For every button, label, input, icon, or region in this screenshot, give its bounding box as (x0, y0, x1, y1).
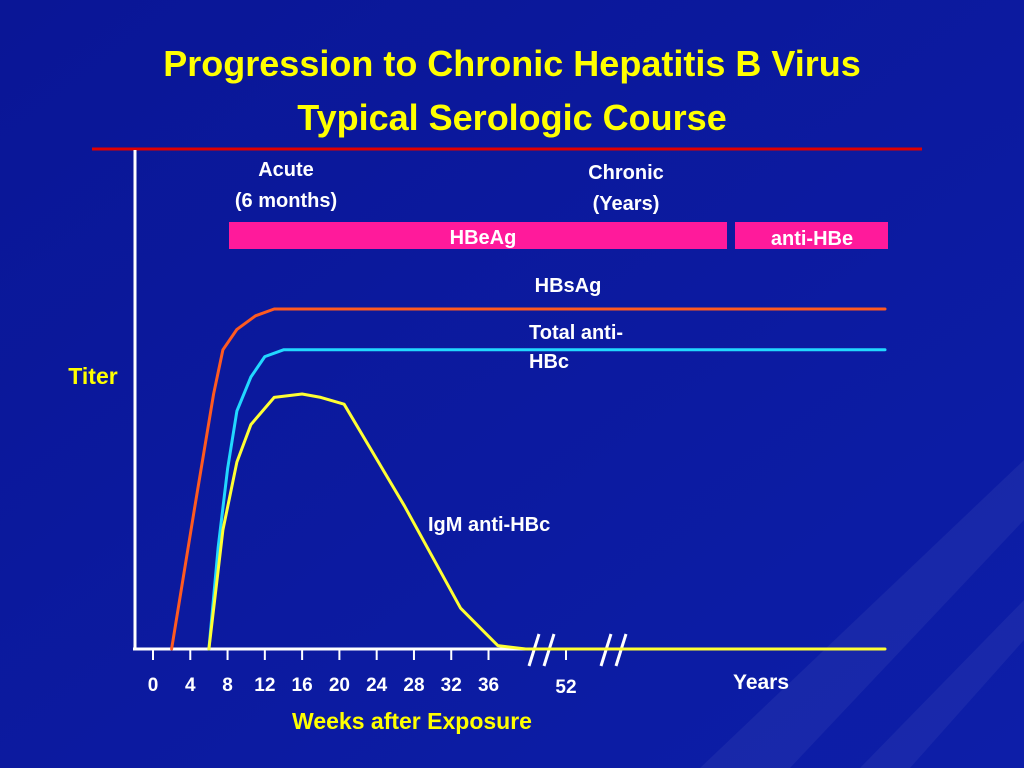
total-anti-hbc-label: Total anti- (529, 322, 623, 344)
igm-anti-hbc-label: IgM anti-HBc (428, 514, 550, 536)
background-streak (860, 600, 1024, 768)
anti-hbe-bar-label: anti-HBe (771, 228, 853, 250)
hbsag-curve (170, 307, 887, 651)
slide-title: Progression to Chronic Hepatitis B Virus (163, 43, 861, 84)
x-tick-label: 32 (441, 675, 462, 696)
x-tick-label: 0 (148, 675, 159, 696)
y-axis-title: Titer (68, 363, 117, 389)
chronic-phase-label: Chronic (588, 162, 664, 184)
hbeag-bar-label: HBeAg (450, 227, 517, 249)
x-tick-label: 36 (478, 675, 499, 696)
igm-anti-hbc-curve (207, 392, 887, 651)
x-tick-label: 4 (185, 675, 196, 696)
x-tick-label: 24 (366, 675, 388, 696)
hbsag-label: HBsAg (535, 275, 602, 297)
x-tick-label: 28 (403, 675, 424, 696)
x-tick-label: 8 (222, 675, 233, 696)
hbeag-bar (229, 222, 727, 249)
slide-subtitle: Typical Serologic Course (297, 97, 727, 138)
x-axis-title: Weeks after Exposure (292, 708, 532, 734)
acute-phase-label: Acute (258, 159, 314, 181)
acute-phase-label: (6 months) (235, 190, 337, 212)
x-tick-label: 16 (292, 675, 313, 696)
x-tick-label: 20 (329, 675, 350, 696)
total-anti-hbc-label: HBc (529, 351, 569, 373)
x-tick-label: 12 (254, 675, 275, 696)
x-tick-label: 52 (555, 677, 576, 698)
total-anti-hbc-curve (207, 348, 887, 651)
x-years-label: Years (733, 671, 789, 694)
chronic-phase-label: (Years) (593, 193, 660, 215)
anti-hbe-bar (735, 222, 888, 249)
background-streak (700, 460, 1024, 768)
